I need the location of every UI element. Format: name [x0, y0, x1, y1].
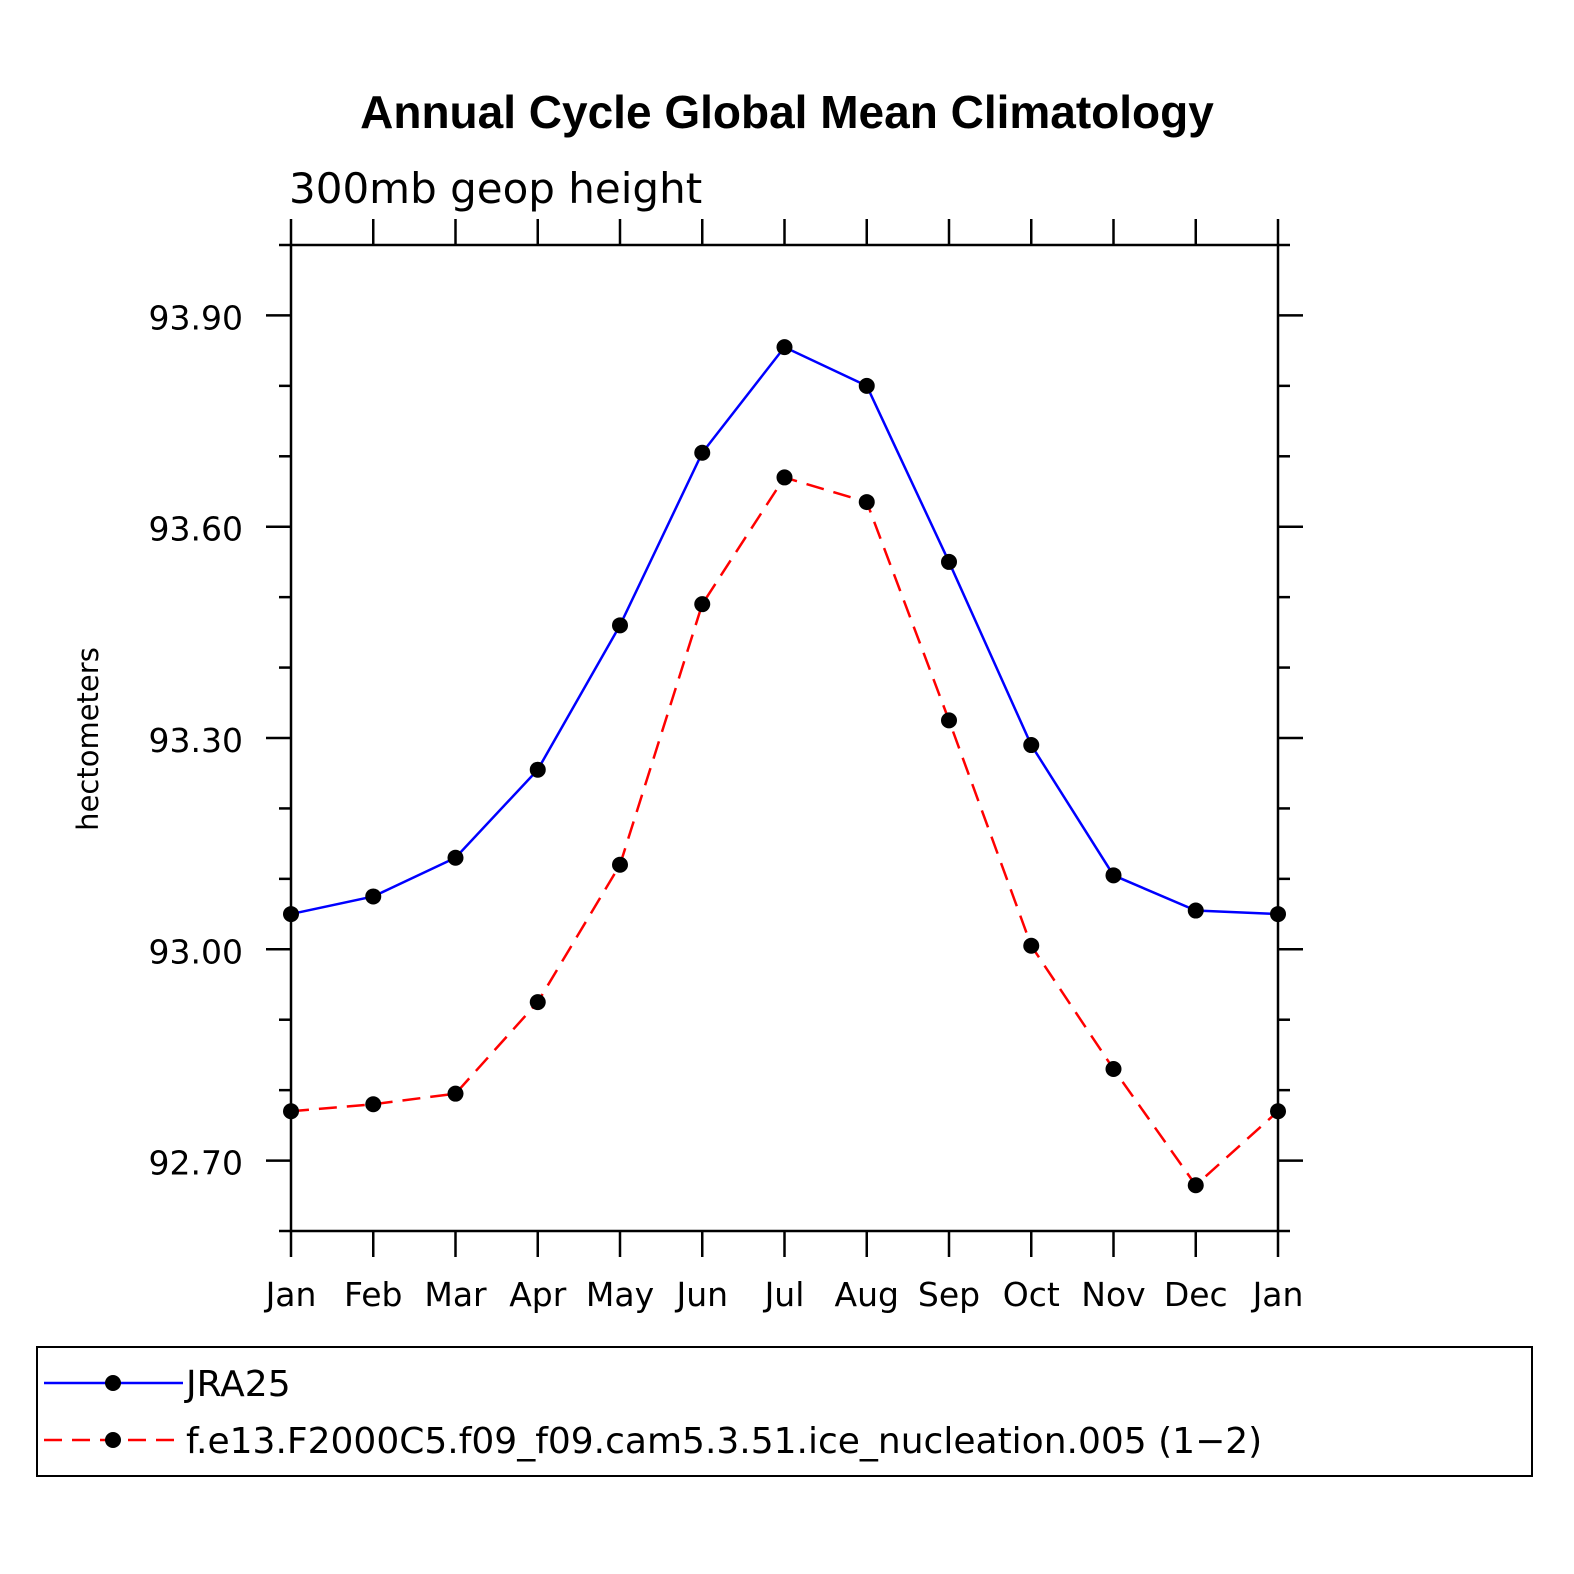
series-1-point	[941, 553, 957, 570]
series-1-point	[283, 906, 299, 923]
series-1-point	[1105, 867, 1122, 884]
x-tick-label: Jan	[1251, 1275, 1304, 1314]
x-tick-label: Apr	[509, 1275, 567, 1314]
x-tick-label: Jun	[674, 1275, 728, 1314]
series-1-point	[447, 849, 464, 866]
legend: JRA25 f.e13.F2000C5.f09_f09.cam5.3.51.ice…	[36, 1346, 1533, 1477]
series-2-point	[529, 994, 546, 1011]
plot-frame	[289, 243, 1280, 1233]
y-tick-label: 93.60	[149, 510, 243, 549]
y-tick-label: 93.30	[149, 721, 243, 760]
series-2-point	[1187, 1177, 1204, 1194]
series-2-point	[694, 596, 711, 613]
series-layer	[283, 339, 1286, 1194]
series-1-point	[858, 377, 875, 394]
x-tick-label: Jul	[763, 1275, 805, 1314]
series-2-point	[365, 1096, 382, 1113]
series-2-point	[1270, 1103, 1286, 1120]
x-tick-label: Jan	[264, 1275, 317, 1314]
x-tick-label: Mar	[424, 1275, 487, 1314]
series-1-point	[529, 761, 546, 778]
series-1-point	[612, 617, 628, 634]
x-tick-label: May	[586, 1275, 654, 1314]
series-2-point	[776, 469, 793, 486]
legend-box	[36, 1346, 1533, 1477]
x-tick-label: Sep	[918, 1275, 980, 1314]
series-1-point	[365, 888, 382, 905]
legend-label-2: f.e13.F2000C5.f09_f09.cam5.3.51.ice_nucl…	[186, 1421, 1262, 1462]
y-tick-label: 92.70	[149, 1144, 243, 1183]
series-1-point	[1187, 902, 1204, 919]
axis-ticks: Jan Feb Mar Apr May Jun Jul Aug Sep Oct Nov Dec Jan 9…	[149, 219, 1304, 1314]
series-1-point	[1023, 737, 1040, 754]
series-1-point	[776, 339, 793, 356]
legend-label-1: JRA25	[184, 1364, 291, 1405]
x-tick-label: Feb	[344, 1275, 402, 1314]
y-axis-label: hectometers	[71, 647, 105, 831]
series-2-point	[283, 1103, 299, 1120]
x-tick-label: Dec	[1164, 1275, 1228, 1314]
legend-marker-2	[105, 1432, 121, 1448]
chart-title: Annual Cycle Global Mean Climatology	[360, 86, 1214, 138]
series-2-point	[1023, 937, 1040, 954]
x-tick-label: Nov	[1081, 1275, 1145, 1314]
x-tick-label: Aug	[835, 1275, 899, 1314]
series-2-point	[941, 712, 957, 729]
series-2-point	[612, 856, 628, 873]
series-line-1	[290, 345, 1279, 916]
series-2-point	[447, 1085, 464, 1102]
series-2-point	[1105, 1061, 1122, 1078]
legend-marker-1	[105, 1375, 121, 1391]
series-1-point	[1270, 906, 1286, 923]
series-1-point	[694, 444, 711, 461]
series-2-point	[858, 494, 875, 511]
x-tick-label: Oct	[1003, 1275, 1060, 1314]
series-line-2	[290, 475, 1279, 1188]
chart-subtitle: 300mb geop height	[289, 164, 702, 213]
y-tick-label: 93.00	[149, 932, 243, 971]
y-tick-label: 93.90	[149, 298, 243, 337]
